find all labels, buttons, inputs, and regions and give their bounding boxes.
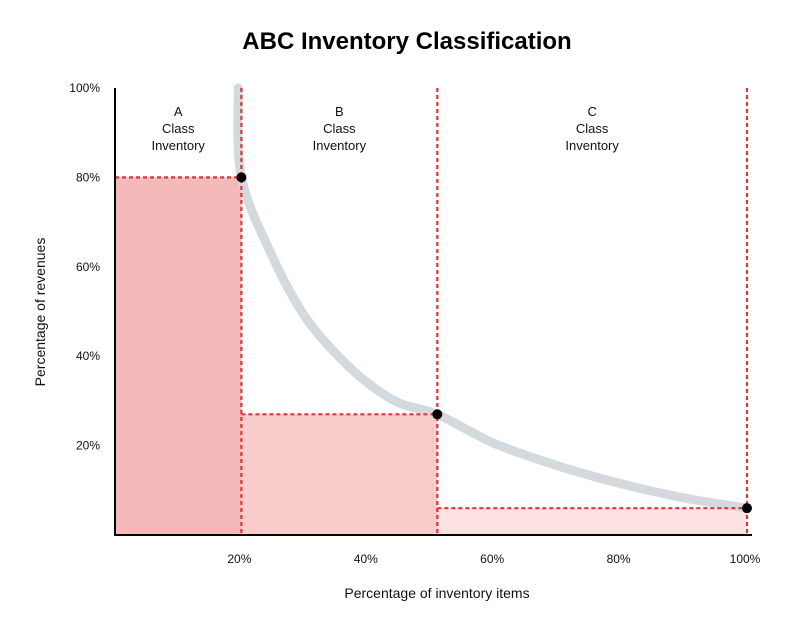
- y-tick-label: 40%: [76, 349, 100, 363]
- class-b-label-line-1: B: [335, 104, 344, 119]
- key-point-2: [432, 409, 443, 420]
- class-c-label-line-2: Class: [576, 121, 609, 136]
- class-areas: [115, 177, 747, 535]
- class-dividers: [115, 88, 749, 535]
- class-labels: A Class Inventory B Class Inventory C Class Inve…: [151, 104, 619, 153]
- class-a-label-line-3: Inventory: [151, 138, 205, 153]
- axes: [114, 88, 752, 536]
- y-tick-label: 20%: [76, 439, 100, 453]
- class-a-label-line-1: A: [174, 104, 183, 119]
- class-c-area: [437, 508, 747, 535]
- x-tick-label: 80%: [607, 552, 631, 566]
- x-tick-label: 20%: [227, 552, 251, 566]
- pareto-curve: [233, 83, 752, 513]
- x-tick-label: 60%: [480, 552, 504, 566]
- y-axis-label: Percentage of revenues: [32, 238, 48, 387]
- key-point-1: [236, 172, 247, 183]
- class-b-label-line-3: Inventory: [313, 138, 367, 153]
- class-c-label-line-1: C: [587, 104, 596, 119]
- x-axis-label: Percentage of inventory items: [344, 585, 529, 601]
- y-tick-label: 80%: [76, 170, 100, 184]
- tick-labels: 20% 40% 60% 80% 100% 20% 40% 60% 80% 100%: [69, 81, 760, 566]
- y-tick-label: 60%: [76, 260, 100, 274]
- class-c-label-line-3: Inventory: [565, 138, 619, 153]
- key-point-3: [742, 503, 752, 514]
- key-points: [236, 172, 752, 514]
- pareto-curve-layer: [233, 83, 752, 513]
- class-a-label-line-2: Class: [162, 121, 195, 136]
- chart-title: ABC Inventory Classification: [242, 28, 571, 55]
- class-a-area: [115, 177, 242, 535]
- x-tick-label: 40%: [354, 552, 378, 566]
- y-tick-label: 100%: [69, 81, 100, 95]
- class-b-label-line-2: Class: [323, 121, 356, 136]
- class-b-area: [241, 414, 438, 535]
- x-tick-label: 100%: [730, 552, 761, 566]
